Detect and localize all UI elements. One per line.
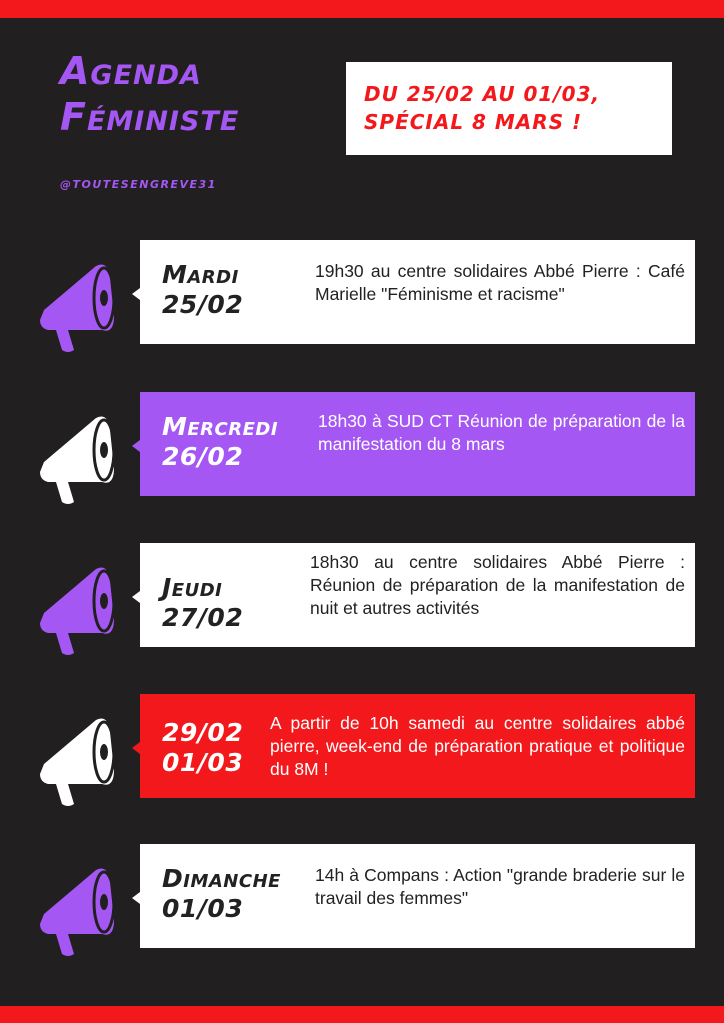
event-date: 27/02: [162, 603, 244, 632]
title-line-2: Féministe: [60, 95, 240, 139]
megaphone-icon: [40, 264, 116, 352]
event-card: Mercredi 26/02 18h30 à SUD CT Réunion de p…: [132, 392, 695, 496]
event-day-label: Mardi: [162, 260, 239, 289]
event-day: Mardi 25/02: [162, 260, 243, 320]
event-day: Dimanche 01/03: [162, 864, 281, 924]
event-description: 19h30 au centre solidaires Abbé Pierre :…: [315, 261, 685, 304]
special-note: spécial 8 mars !: [364, 110, 583, 134]
event-card: Dimanche 01/03 14h à Compans : Action "gra…: [132, 844, 695, 948]
social-handle: @toutesengreve31: [60, 178, 217, 191]
megaphone-icon: [40, 567, 116, 655]
megaphone-icon: [40, 868, 116, 956]
event-date: 26/02: [162, 442, 244, 471]
event-day: 29/02 01/03: [162, 718, 243, 778]
event-day-label: Mercredi: [162, 412, 279, 441]
title-line-1: Agenda: [60, 49, 202, 93]
date-range-box: du 25/02 au 01/03, spécial 8 mars !: [346, 62, 672, 155]
event-day-label: Jeudi: [162, 573, 223, 602]
megaphone-icon: [40, 718, 116, 806]
event-date: 01/03: [162, 748, 244, 777]
event-description: 14h à Compans : Action "grande braderie …: [315, 865, 685, 908]
event-card: Mardi 25/02 19h30 au centre solidaires Abb…: [132, 240, 695, 344]
event-card: Jeudi 27/02 18h30 au centre solidaires Abb…: [132, 543, 695, 647]
event-description: 18h30 à SUD CT Réunion de préparation de…: [318, 411, 685, 454]
event-day-label: 29/02: [162, 718, 244, 747]
event-date: 25/02: [162, 290, 244, 319]
event-day-label: Dimanche: [162, 864, 281, 893]
event-description: 18h30 au centre solidaires Abbé Pierre :…: [310, 552, 685, 618]
bottom-red-bar: [0, 1006, 724, 1023]
event-day: Mercredi 26/02: [162, 412, 278, 472]
event-day: Jeudi 27/02: [162, 573, 243, 633]
megaphone-icon: [40, 416, 116, 504]
date-range: du 25/02 au 01/03,: [364, 82, 601, 106]
top-red-bar: [0, 0, 724, 18]
event-card: 29/02 01/03 A partir de 10h samedi au cent…: [132, 694, 695, 798]
page-title: Agenda Féministe: [60, 48, 239, 140]
event-date: 01/03: [162, 894, 244, 923]
event-description: A partir de 10h samedi au centre solidai…: [270, 713, 685, 779]
